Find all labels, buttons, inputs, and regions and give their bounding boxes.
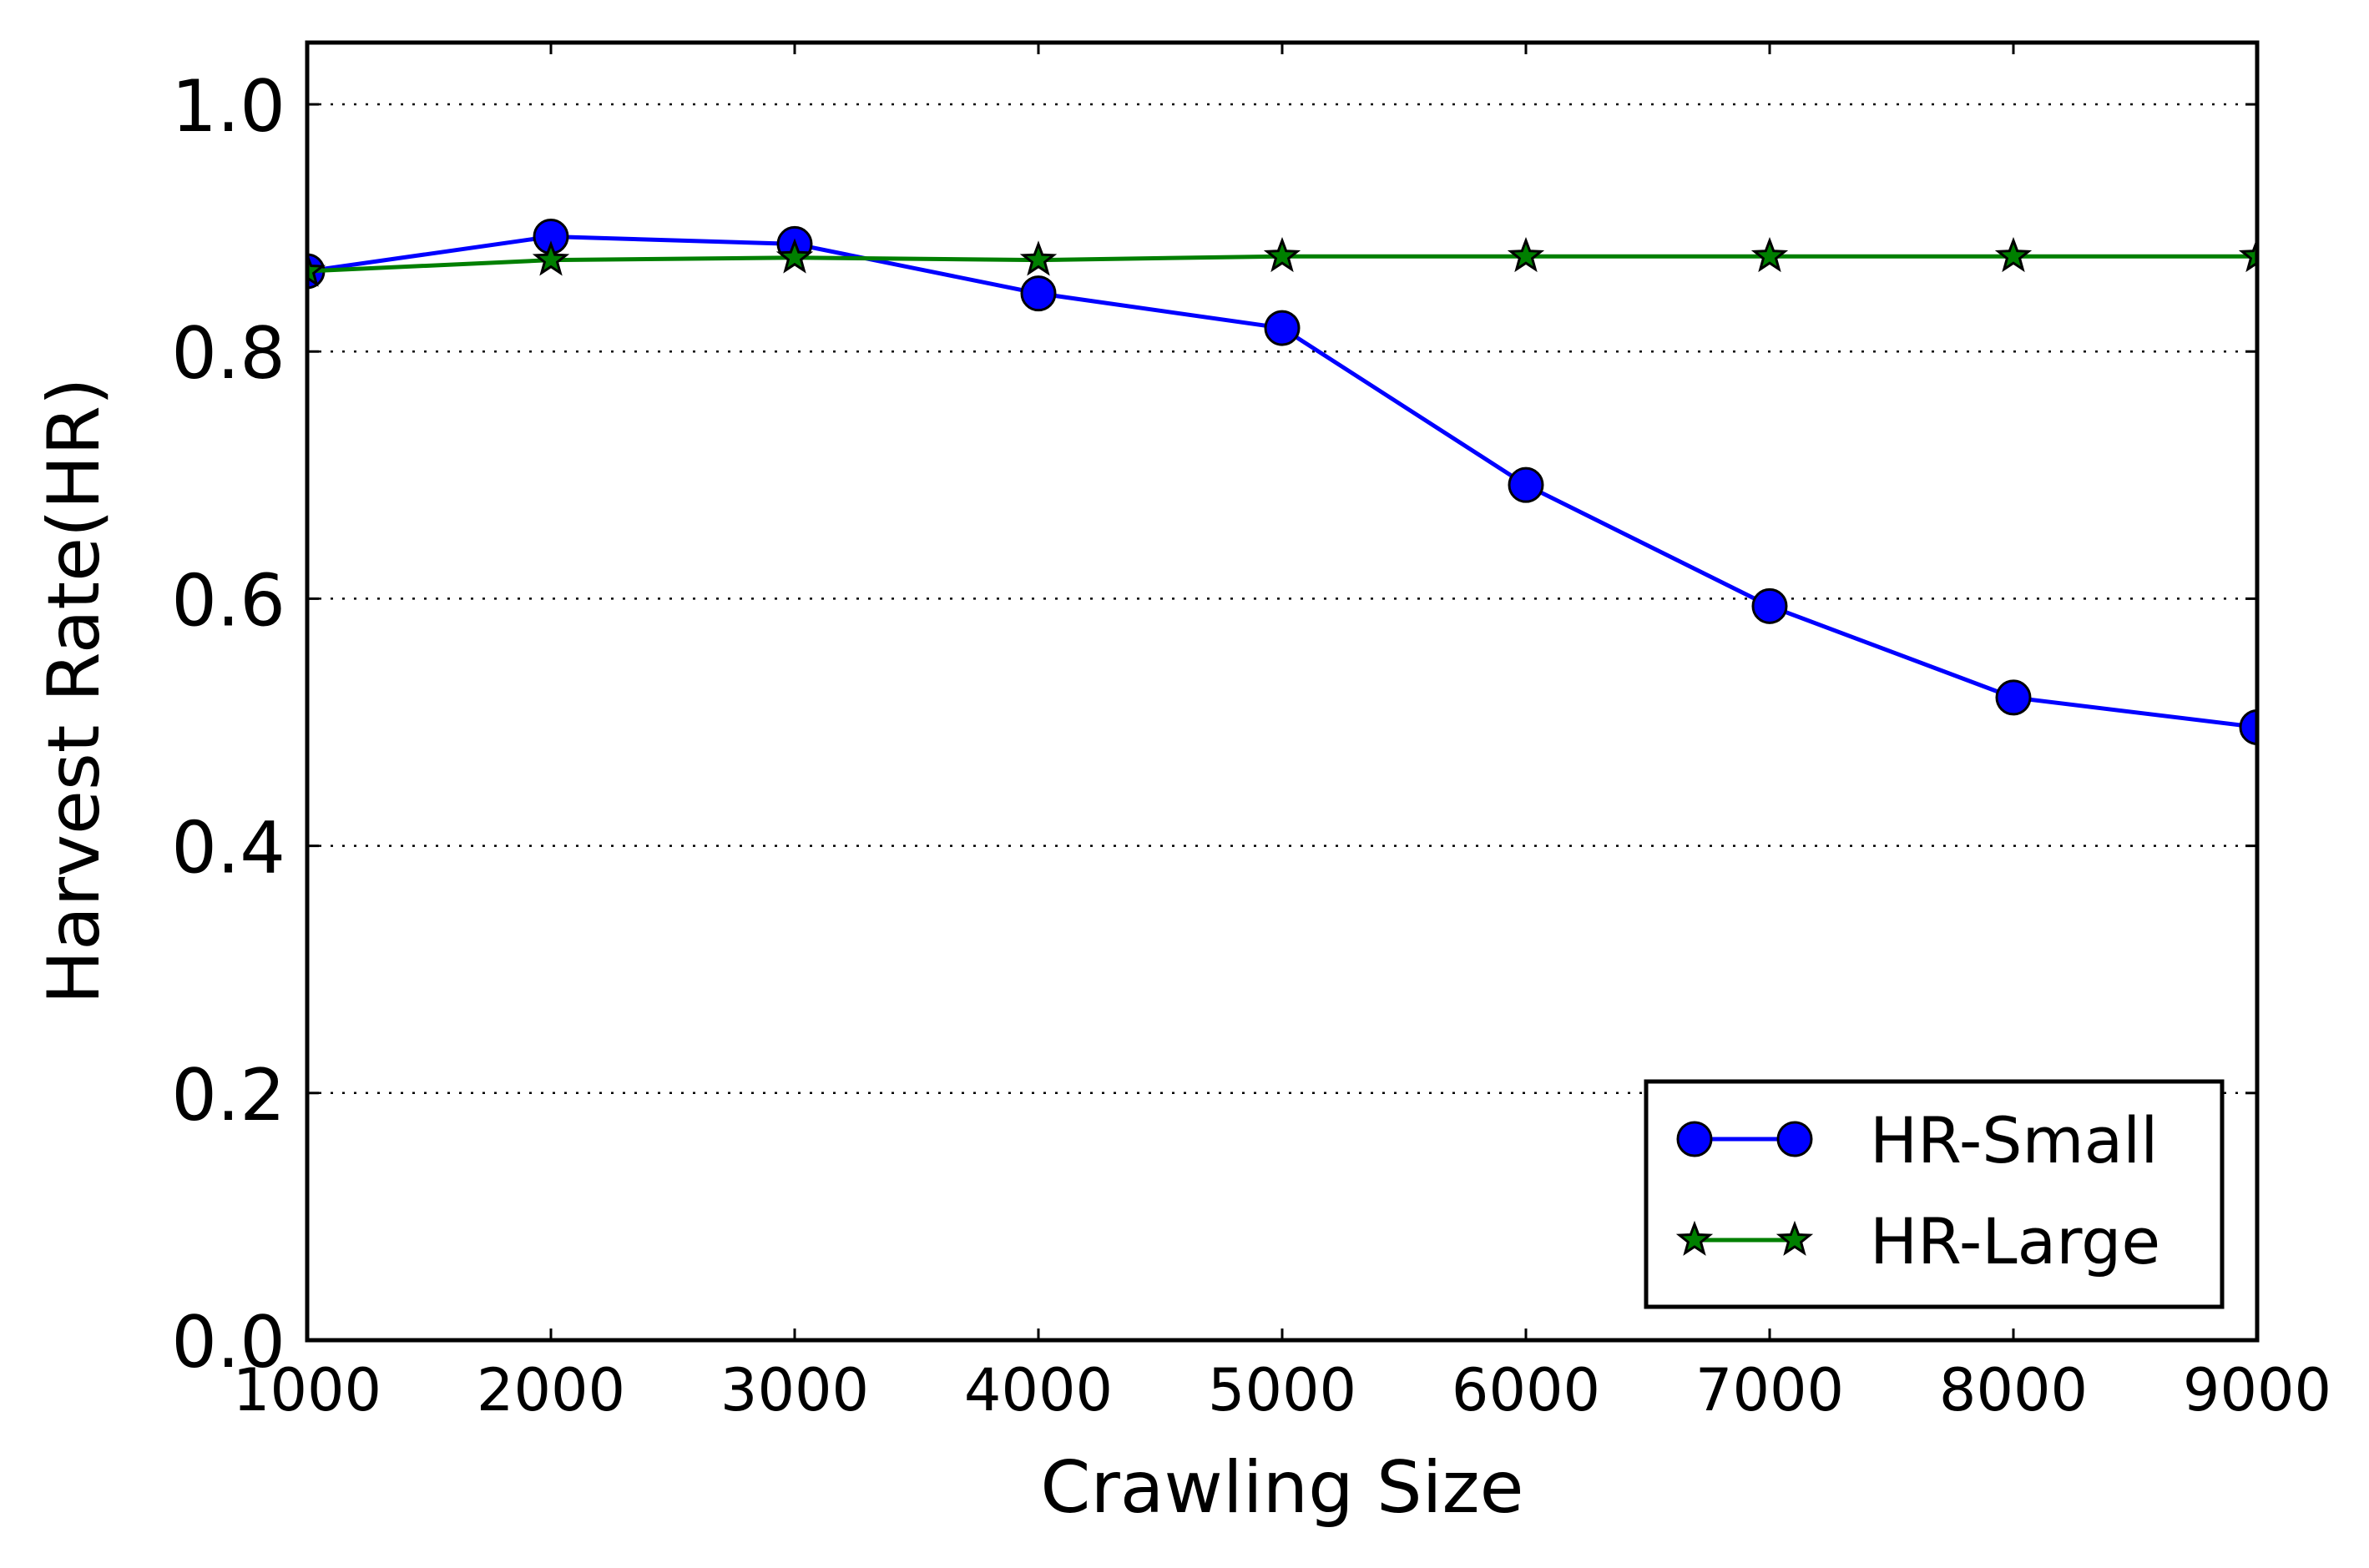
- data-point-hr-large: [307, 251, 326, 287]
- y-axis-label: Harvest Rate(HR): [33, 377, 116, 1004]
- x-tick-label: 2000: [477, 1356, 625, 1424]
- x-tick-label: 4000: [964, 1356, 1113, 1424]
- data-point-hr-large: [1263, 236, 1301, 273]
- data-point-hr-small: [1264, 310, 1301, 346]
- x-axis-label: Crawling Size: [1040, 1446, 1523, 1530]
- axis-ticks: 0.0 0.2 0.4 0.6 0.8 1.0 1000 2000 3000 4000 5000 60…: [171, 43, 2331, 1424]
- y-tick-label: 0.4: [171, 807, 285, 890]
- series-hr-small: [307, 219, 2257, 745]
- legend-label-hr-large: HR-Large: [1870, 1204, 2160, 1278]
- y-tick-label: 1.0: [171, 65, 285, 149]
- data-point-hr-small: [1995, 679, 2032, 716]
- y-tick-label: 0.0: [171, 1301, 285, 1384]
- data-point-hr-large: [1750, 236, 1789, 273]
- legend: HR-Small HR-Large: [1644, 1079, 2225, 1309]
- legend-marker: [1775, 1220, 1814, 1256]
- x-tick-label: 1000: [233, 1356, 381, 1424]
- legend-marker: [1776, 1121, 1813, 1157]
- x-tick-label: 5000: [1208, 1356, 1356, 1424]
- data-point-hr-large: [775, 238, 814, 274]
- series-layer: [307, 219, 2257, 745]
- data-point-hr-large: [2238, 236, 2257, 273]
- data-point-hr-large: [1507, 236, 1545, 273]
- x-tick-label: 7000: [1695, 1356, 1844, 1424]
- data-point-hr-small: [1508, 466, 1544, 503]
- data-point-hr-small: [1751, 587, 1788, 624]
- x-tick-label: 3000: [720, 1356, 869, 1424]
- data-point-hr-large: [1019, 240, 1058, 276]
- x-tick-label: 9000: [2183, 1356, 2331, 1424]
- data-point-hr-large: [532, 240, 570, 276]
- data-point-hr-small: [2239, 708, 2257, 745]
- y-tick-label: 0.2: [171, 1054, 285, 1137]
- legend-marker: [1676, 1121, 1713, 1157]
- y-tick-label: 0.8: [171, 312, 285, 396]
- legend-label-hr-small: HR-Small: [1870, 1103, 2158, 1177]
- y-tick-label: 0.6: [171, 559, 285, 643]
- series-hr-large: [307, 236, 2257, 287]
- x-tick-label: 8000: [1939, 1356, 2088, 1424]
- legend-marker: [1675, 1220, 1714, 1256]
- data-point-hr-small: [1020, 275, 1057, 312]
- data-point-hr-large: [1994, 236, 2033, 273]
- legend-box: [1644, 1079, 2225, 1309]
- x-tick-label: 6000: [1452, 1356, 1600, 1424]
